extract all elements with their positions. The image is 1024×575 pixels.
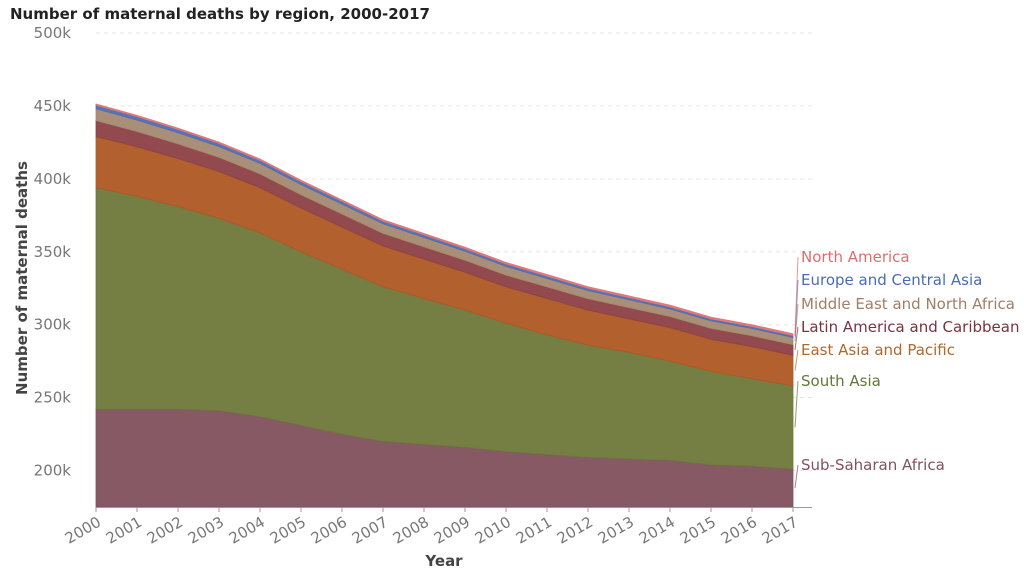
x-axis-label: Year [424, 552, 463, 570]
x-tick-label: 2016 [718, 513, 760, 548]
x-tick-label: 2007 [349, 513, 391, 548]
x-tick-label: 2014 [636, 513, 678, 548]
y-axis-label: Number of maternal deaths [13, 161, 31, 395]
legend-label-middle-east-and-north-africa[interactable]: Middle East and North Africa [801, 295, 1015, 313]
x-tick-label: 2002 [144, 513, 186, 548]
x-tick-label: 2005 [267, 513, 309, 548]
legend-connector [794, 256, 799, 335]
legend-label-europe-and-central-asia[interactable]: Europe and Central Asia [801, 271, 982, 289]
legend-label-latin-america-and-caribbean[interactable]: Latin America and Caribbean [801, 318, 1019, 336]
legend-connector [794, 349, 799, 371]
x-tick-label: 2006 [308, 513, 350, 548]
legend-label-south-asia[interactable]: South Asia [801, 372, 881, 390]
legend-connector [794, 380, 799, 428]
x-tick-label: 2008 [390, 513, 432, 548]
x-tick-label: 2011 [513, 513, 555, 548]
x-tick-label: 2003 [185, 513, 227, 548]
y-tick-label: 350k [34, 243, 72, 261]
y-tick-label: 400k [34, 170, 72, 188]
legend: Sub-Saharan Africa South Asia East Asia an… [794, 248, 1019, 489]
series-line [95, 103, 794, 335]
y-tick-label: 500k [34, 24, 72, 42]
x-tick-label: 2009 [431, 513, 473, 548]
x-tick-label: 2015 [677, 513, 719, 548]
legend-label-sub-saharan-africa[interactable]: Sub-Saharan Africa [801, 456, 945, 474]
x-tick-label: 2017 [759, 513, 801, 548]
legend-connector [794, 464, 799, 489]
chart-title: Number of maternal deaths by region, 200… [10, 5, 430, 23]
y-tick-label: 450k [34, 97, 72, 115]
y-tick-label: 300k [34, 316, 72, 334]
stacked-areas [95, 103, 794, 508]
y-tick-label: 200k [34, 462, 72, 480]
x-tick-label: 2013 [595, 513, 637, 548]
x-tick-label: 2004 [226, 513, 268, 548]
x-tick-label: 2010 [472, 513, 514, 548]
legend-label-north-america[interactable]: North America [801, 248, 910, 266]
x-tick-label: 2012 [554, 513, 596, 548]
legend-label-east-asia-and-pacific[interactable]: East Asia and Pacific [801, 341, 955, 359]
x-tick-label: 2000 [62, 513, 104, 548]
legend-connector [794, 326, 799, 351]
y-tick-label: 250k [34, 389, 72, 407]
x-tick-label: 2001 [103, 513, 145, 548]
